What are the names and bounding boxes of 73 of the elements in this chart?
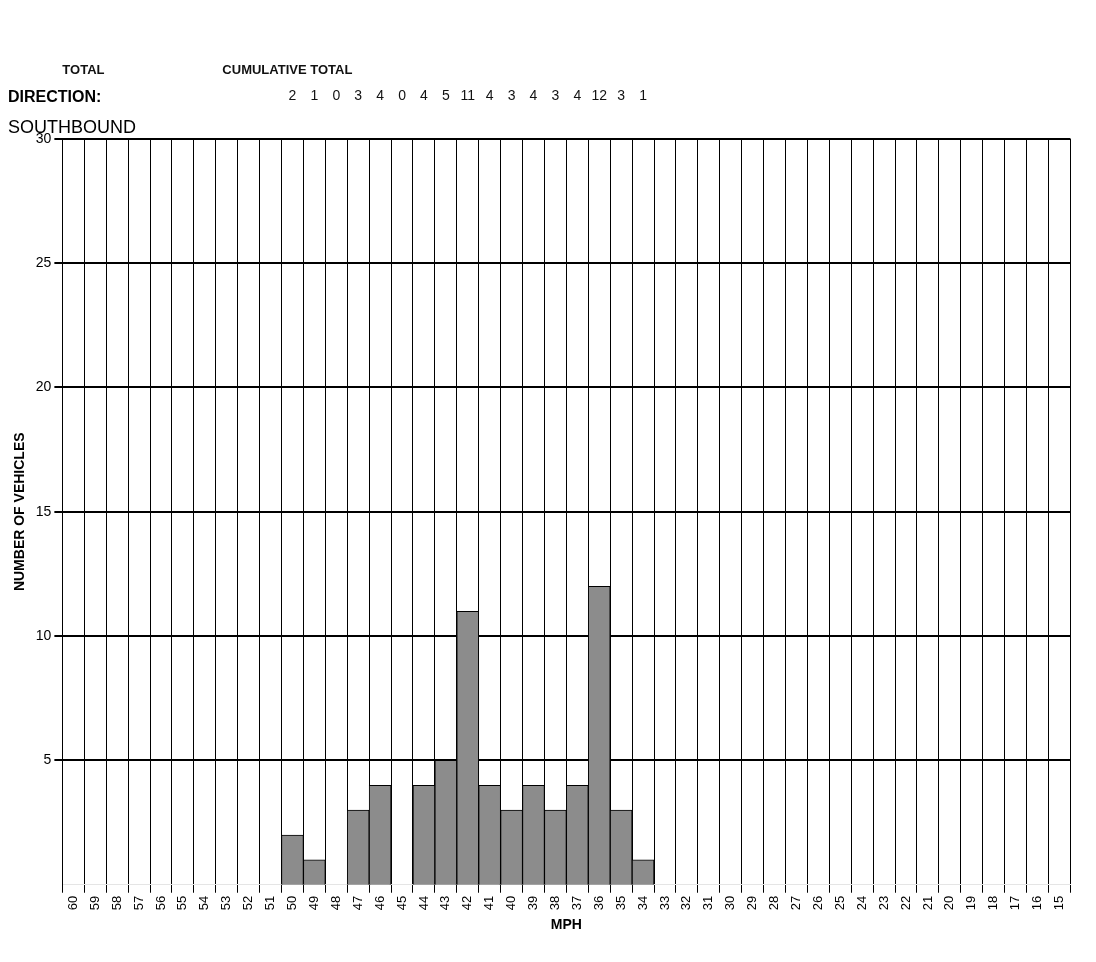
x-tick-label: 55 <box>174 895 190 911</box>
y-tick-label: 10 <box>35 626 52 643</box>
x-tick-label: 46 <box>371 895 387 911</box>
data-label: 4 <box>485 86 494 103</box>
x-tick-label: 30 <box>722 895 738 911</box>
x-tick-label: 37 <box>568 895 584 911</box>
data-label: 3 <box>507 86 516 103</box>
x-tick-label: 54 <box>196 895 212 911</box>
x-tick-label: 50 <box>284 895 300 911</box>
data-label: 5 <box>441 86 450 103</box>
data-label: 0 <box>398 86 407 103</box>
x-tick-label: 49 <box>305 895 321 911</box>
y-tick-label: 25 <box>35 253 52 270</box>
x-tick-label: 19 <box>963 895 979 911</box>
x-tick-label: 53 <box>218 895 234 911</box>
data-label: 3 <box>354 86 363 103</box>
data-label: 2 <box>288 86 297 103</box>
x-tick-label: 36 <box>590 895 606 911</box>
x-tick-label: 43 <box>437 895 453 911</box>
x-tick-label: 48 <box>327 895 343 911</box>
x-tick-label: 52 <box>240 895 256 911</box>
x-tick-label: 23 <box>875 895 891 911</box>
x-tick-label: 16 <box>1029 895 1045 911</box>
x-tick-label: 47 <box>349 895 365 911</box>
x-tick-label: 45 <box>393 895 409 911</box>
x-tick-label: 33 <box>656 895 672 911</box>
x-tick-label: 29 <box>744 895 760 911</box>
y-tick-label: 5 <box>43 751 52 768</box>
x-tick-label: 21 <box>919 895 935 911</box>
x-tick-label: 15 <box>1050 895 1066 911</box>
x-axis-title: MPH <box>550 916 582 933</box>
data-label: 4 <box>420 86 429 103</box>
y-axis-title: NUMBER OF VEHICLES <box>11 432 28 592</box>
x-tick-label: 18 <box>985 895 1001 911</box>
x-tick-label: 17 <box>1007 895 1023 911</box>
data-label: 3 <box>551 86 560 103</box>
x-tick-label: 35 <box>612 895 628 911</box>
x-tick-label: 60 <box>64 895 80 911</box>
x-tick-label: 58 <box>108 895 124 911</box>
y-tick-label: 15 <box>35 502 52 519</box>
data-label: 1 <box>310 86 319 103</box>
text: TOTAL <box>62 61 105 77</box>
x-tick-label: 34 <box>634 895 650 911</box>
x-tick-label: 26 <box>809 895 825 911</box>
chart-title: DIRECTION: <box>8 88 102 106</box>
x-tick-label: 25 <box>831 895 847 911</box>
x-tick-label: 32 <box>678 895 694 911</box>
data-label: 3 <box>617 86 626 103</box>
x-tick-label: 40 <box>503 895 519 911</box>
x-tick-label: 44 <box>415 895 431 911</box>
x-tick-label: 57 <box>130 895 146 911</box>
data-label: 4 <box>573 86 582 103</box>
x-tick-label: 22 <box>897 895 913 911</box>
data-label: 1 <box>639 86 648 103</box>
x-tick-label: 42 <box>459 895 475 911</box>
data-label: 4 <box>376 86 385 103</box>
x-tick-label: 39 <box>525 895 541 911</box>
data-label: 11 <box>460 86 476 103</box>
x-tick-label: 31 <box>700 895 716 911</box>
x-tick-label: 27 <box>788 895 804 911</box>
x-tick-label: 59 <box>86 895 102 911</box>
text: CUMULATIVE TOTAL <box>222 61 353 77</box>
x-tick-label: 56 <box>152 895 168 911</box>
x-tick-label: 41 <box>481 895 497 911</box>
data-label: 4 <box>529 86 538 103</box>
x-tick-label: 28 <box>766 895 782 911</box>
data-label: 12 <box>591 86 608 103</box>
x-tick-label: 24 <box>853 895 869 911</box>
data-label: 0 <box>332 86 341 103</box>
x-tick-label: 20 <box>941 895 957 911</box>
y-tick-label: 20 <box>35 378 52 395</box>
x-tick-label: 38 <box>546 895 562 911</box>
x-tick-label: 51 <box>262 895 278 911</box>
